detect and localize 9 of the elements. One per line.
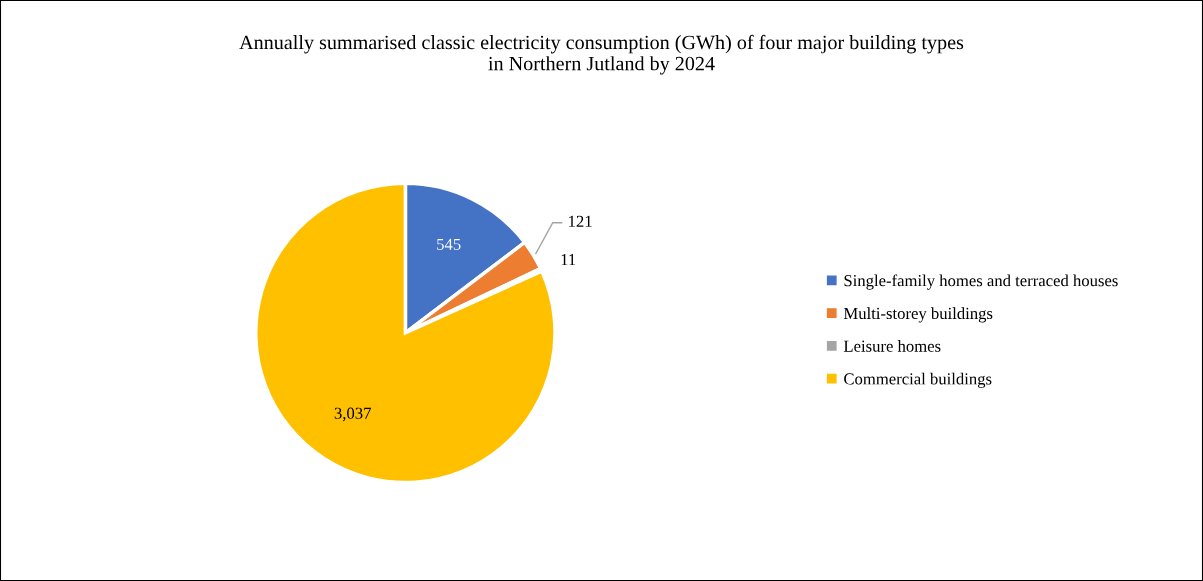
data-label: 11 <box>561 254 576 266</box>
data-label: 545 <box>437 238 461 250</box>
chart-title: Annually summarised classic electricity consumption (GWh) of four major building types in Northern Jutland by 2024 <box>239 34 964 75</box>
legend-label: Multi-storey buildings <box>843 307 993 323</box>
legend-label: Leisure homes <box>843 340 941 352</box>
data-label: 3,037 <box>334 407 371 422</box>
data-label: 121 <box>569 215 592 227</box>
legend-label: Single-family homes and terraced houses <box>844 274 1118 290</box>
legend-label: Commercial buildings <box>844 372 992 388</box>
